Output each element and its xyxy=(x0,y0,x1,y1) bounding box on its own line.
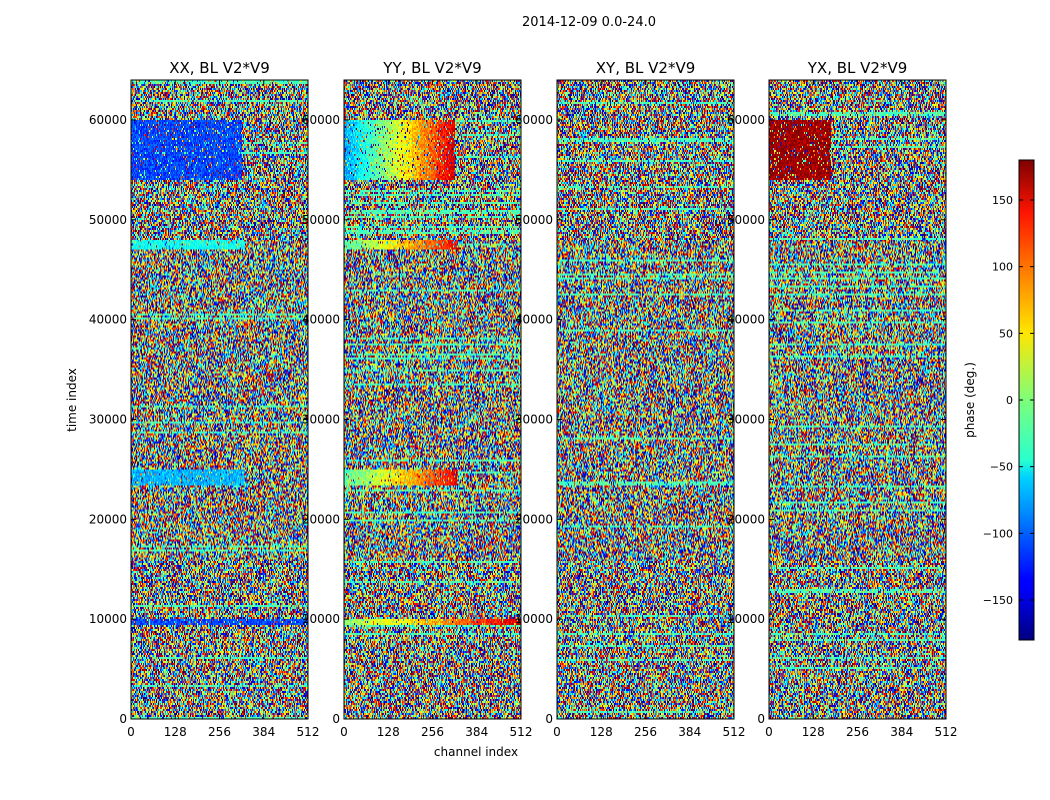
x-tick-label: 512 xyxy=(297,725,320,739)
panel-title: YX, BL V2*V9 xyxy=(807,59,908,77)
panel-title: XX, BL V2*V9 xyxy=(169,59,270,77)
x-tick-label: 128 xyxy=(164,725,187,739)
x-tick-label: 256 xyxy=(421,725,444,739)
x-tick-label: 0 xyxy=(340,725,348,739)
colorbar-tick-label: 50 xyxy=(999,327,1013,340)
y-tick-label: 10000 xyxy=(89,612,127,626)
x-tick-label: 512 xyxy=(510,725,533,739)
colorbar: −150 −100 −50 0 50 100 150 phase (deg.) xyxy=(963,159,1035,641)
y-tick-label: 0 xyxy=(757,712,765,726)
y-tick-label: 60000 xyxy=(302,113,340,127)
x-tick-label: 384 xyxy=(252,725,275,739)
y-tick-label: 20000 xyxy=(302,512,340,526)
colorbar-tick-label: 150 xyxy=(992,194,1013,207)
x-tick-label: 128 xyxy=(590,725,613,739)
y-axis-label: time index xyxy=(65,368,79,432)
y-tick-label: 40000 xyxy=(515,313,553,327)
y-tick-label: 50000 xyxy=(89,213,127,227)
heatmap-image xyxy=(131,80,308,719)
y-tick-label: 30000 xyxy=(302,412,340,426)
heatmap-panel: YX, BL V2*V9 0 128 256 384 512 0 10000 20000 3000… xyxy=(727,59,958,739)
panel-title: XY, BL V2*V9 xyxy=(596,59,696,77)
x-tick-label: 512 xyxy=(723,725,746,739)
y-tick-label: 50000 xyxy=(302,213,340,227)
x-tick-label: 0 xyxy=(553,725,561,739)
y-tick-label: 20000 xyxy=(727,512,765,526)
heatmap-panel: XY, BL V2*V9 0 128 256 384 512 0 10000 20000 3000… xyxy=(515,59,746,739)
heatmap-image xyxy=(344,80,521,719)
x-axis-label: channel index xyxy=(434,745,518,759)
colorbar-tick-label: 100 xyxy=(992,261,1013,274)
y-tick-label: 40000 xyxy=(89,313,127,327)
heatmap-panel: XX, BL V2*V9 0 128 256 384 512 0 10000 20000 3000… xyxy=(89,59,320,739)
y-tick-label: 0 xyxy=(332,712,340,726)
y-tick-label: 30000 xyxy=(89,412,127,426)
heatmap-image xyxy=(769,80,946,719)
x-tick-label: 0 xyxy=(765,725,773,739)
colorbar-tick-label: −100 xyxy=(983,527,1013,540)
y-tick-label: 0 xyxy=(545,712,553,726)
y-tick-label: 0 xyxy=(119,712,127,726)
heatmap-panel: YY, BL V2*V9 0 128 256 384 512 0 10000 20000 3000… xyxy=(302,59,533,739)
colorbar-tick-label: −150 xyxy=(983,594,1013,607)
y-tick-label: 20000 xyxy=(515,512,553,526)
y-tick-label: 30000 xyxy=(727,412,765,426)
y-tick-label: 60000 xyxy=(89,113,127,127)
y-tick-label: 50000 xyxy=(727,213,765,227)
y-tick-label: 50000 xyxy=(515,213,553,227)
x-tick-label: 256 xyxy=(208,725,231,739)
x-tick-label: 512 xyxy=(935,725,958,739)
x-tick-label: 128 xyxy=(802,725,825,739)
y-tick-label: 10000 xyxy=(302,612,340,626)
x-tick-label: 128 xyxy=(377,725,400,739)
y-tick-label: 20000 xyxy=(89,512,127,526)
y-tick-label: 30000 xyxy=(515,412,553,426)
y-tick-label: 40000 xyxy=(302,313,340,327)
colorbar-tick-label: −50 xyxy=(990,461,1013,474)
y-tick-label: 10000 xyxy=(727,612,765,626)
y-tick-label: 60000 xyxy=(515,113,553,127)
colorbar-label: phase (deg.) xyxy=(963,362,977,438)
x-tick-label: 0 xyxy=(127,725,135,739)
x-tick-label: 384 xyxy=(465,725,488,739)
y-tick-label: 40000 xyxy=(727,313,765,327)
x-tick-label: 384 xyxy=(890,725,913,739)
x-tick-label: 384 xyxy=(678,725,701,739)
panel-title: YY, BL V2*V9 xyxy=(382,59,481,77)
x-tick-label: 256 xyxy=(846,725,869,739)
x-tick-label: 256 xyxy=(634,725,657,739)
figure-suptitle: 2014-12-09 0.0-24.0 xyxy=(522,15,656,30)
heatmap-image xyxy=(557,80,734,719)
colorbar-tick-label: 0 xyxy=(1006,394,1013,407)
y-tick-label: 10000 xyxy=(515,612,553,626)
y-tick-label: 60000 xyxy=(727,113,765,127)
